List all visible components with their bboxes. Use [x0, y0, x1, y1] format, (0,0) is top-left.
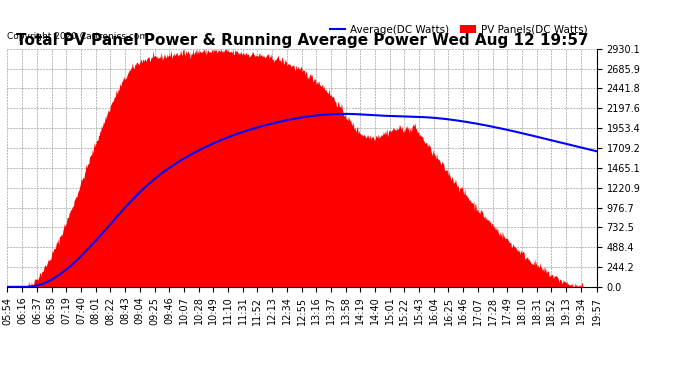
Title: Total PV Panel Power & Running Average Power Wed Aug 12 19:57: Total PV Panel Power & Running Average P…	[16, 33, 588, 48]
Legend: Average(DC Watts), PV Panels(DC Watts): Average(DC Watts), PV Panels(DC Watts)	[326, 21, 591, 39]
Text: Copyright 2020 Cartronics.com: Copyright 2020 Cartronics.com	[7, 32, 148, 41]
